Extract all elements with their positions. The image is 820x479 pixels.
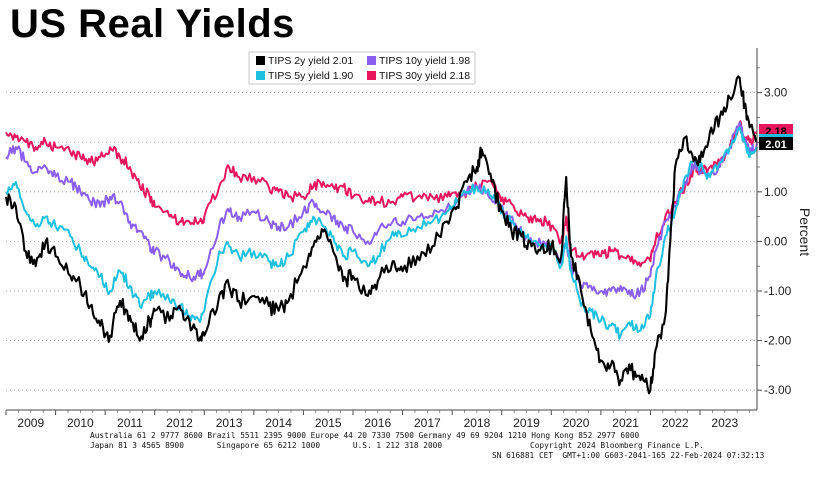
footer-copyright: Copyright 2024 Bloomberg Finance L.P.	[530, 441, 704, 450]
footer: Australia 61 2 9777 8600 Brazil 5511 239…	[0, 431, 820, 479]
chart-title: US Real Yields	[10, 2, 295, 46]
series-line-tips-10y-yield	[5, 121, 758, 300]
ytick-label: 3.00	[764, 86, 788, 100]
xtick-label: 2010	[67, 416, 94, 430]
y-axis-label: Percent	[797, 208, 813, 256]
legend-swatch	[367, 56, 376, 65]
xtick-label: 2011	[117, 416, 143, 430]
xtick-label: 2019	[513, 416, 540, 430]
xtick-label: 2021	[612, 416, 639, 430]
legend-entry: TIPS 10y yield 1.98	[379, 55, 470, 67]
xtick-label: 2013	[216, 416, 243, 430]
ytick-label: -2.00	[764, 334, 792, 348]
legend-swatch	[256, 56, 265, 65]
series-layer	[4, 75, 758, 395]
footer-session-info: SN 616881 CET GMT+1:00 G603-2041-165 22-…	[492, 451, 765, 460]
ytick-label: -1.00	[764, 284, 792, 298]
ytick-label: 0.00	[764, 234, 788, 248]
legend-layer: TIPS 2y yield 2.01 TIPS 10y yield 1.98 TIP…	[248, 51, 476, 85]
xtick-label: 2018	[464, 416, 491, 430]
chart-plot: 3.002.001.000.00-1.00-2.00-3.00Percent20…	[4, 48, 813, 430]
end-label-box	[759, 124, 793, 137]
series-line-tips-2y-yield	[4, 75, 758, 395]
grid-layer	[6, 92, 757, 391]
legend-swatch	[256, 71, 265, 80]
series-line-tips-5y-yield	[5, 126, 758, 340]
xtick-label: 2015	[315, 416, 342, 430]
xtick-label: 2022	[662, 416, 689, 430]
legend-box	[248, 51, 476, 85]
ytick-label: -3.00	[764, 383, 792, 397]
legend-entry: TIPS 5y yield 1.90	[268, 70, 353, 82]
xtick-label: 2016	[364, 416, 391, 430]
axis-layer: 3.002.001.000.00-1.00-2.00-3.00Percent20…	[5, 48, 813, 430]
xtick-label: 2023	[711, 416, 738, 430]
footer-contacts-line-2: Japan 81 3 4565 8900 Singapore 65 6212 1…	[90, 441, 443, 450]
series-line-tips-30y-yield	[5, 120, 758, 268]
ytick-label: 1.00	[764, 185, 788, 199]
legend-entry: TIPS 2y yield 2.01	[268, 55, 353, 67]
xtick-label: 2009	[17, 416, 44, 430]
xtick-label: 2017	[414, 416, 441, 430]
end-label-layer: 2.181.902.01	[759, 124, 793, 151]
xtick-label: 2014	[265, 416, 292, 430]
legend-entry: TIPS 30y yield 2.18	[379, 70, 470, 82]
end-label-box	[759, 137, 793, 150]
xtick-label: 2012	[166, 416, 193, 430]
end-label-value: 2.01	[765, 139, 786, 151]
xtick-label: 2020	[563, 416, 590, 430]
footer-contacts-line: Australia 61 2 9777 8600 Brazil 5511 239…	[90, 431, 640, 440]
legend-swatch	[367, 71, 376, 80]
